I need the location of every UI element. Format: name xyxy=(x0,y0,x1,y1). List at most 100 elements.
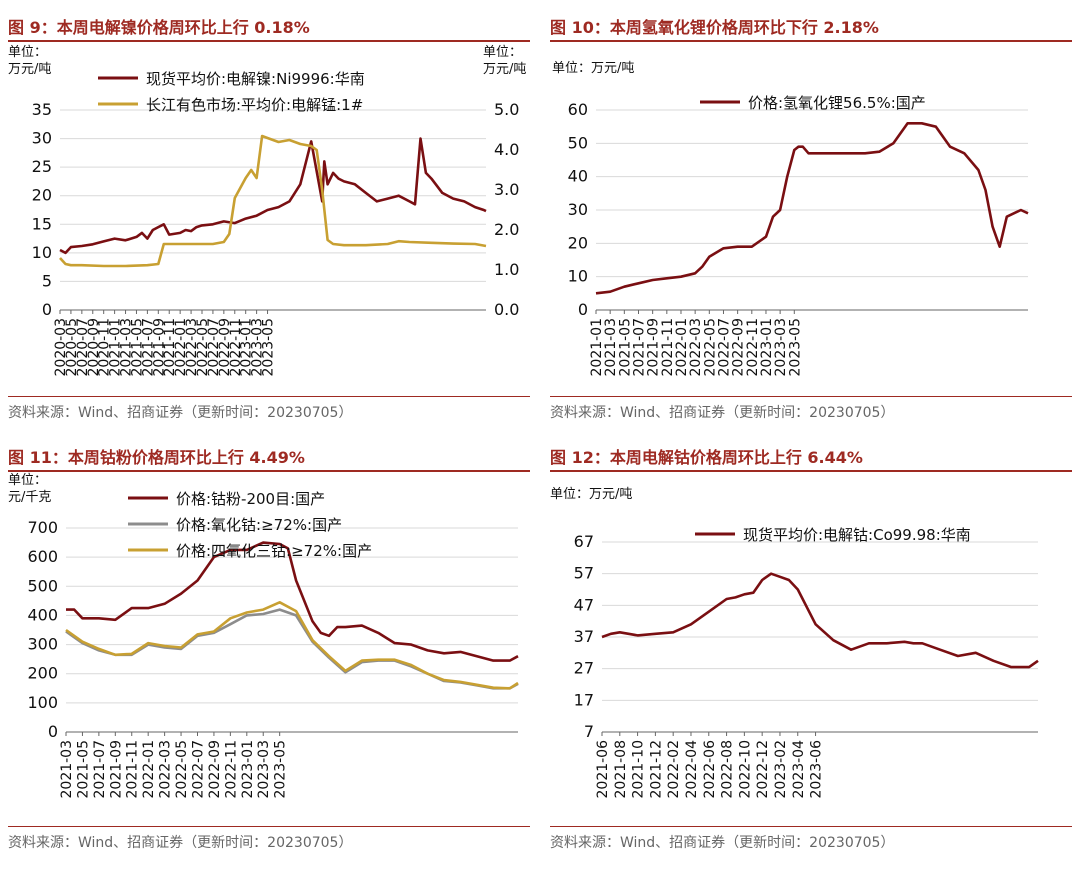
y-tick-label: 20 xyxy=(32,186,52,205)
x-tick-label: 2021-03 xyxy=(603,318,619,377)
y2-axis-label: 单位： xyxy=(483,45,522,60)
y-tick-label: 17 xyxy=(574,690,594,709)
x-tick-label: 2022-09 xyxy=(207,740,223,799)
x-tick-label: 2023-06 xyxy=(809,740,825,799)
series-line xyxy=(595,122,1029,295)
x-tick-label: 2022-01 xyxy=(141,740,157,799)
x-tick-label: 2022-05 xyxy=(174,740,190,799)
x-tick-label: 2023-01 xyxy=(759,318,775,377)
y-tick-label: 10 xyxy=(32,243,52,262)
legend-label: 价格:氢氧化锂56.5%:国产 xyxy=(748,94,926,112)
x-tick-label: 2022-05 xyxy=(702,318,718,377)
x-tick-label: 2023-05 xyxy=(787,318,803,377)
x-tick-label: 2023-03 xyxy=(256,740,272,799)
series-line xyxy=(601,572,1039,669)
x-tick-label: 2022-11 xyxy=(745,318,761,377)
source-divider xyxy=(8,826,530,827)
y-tick-label: 67 xyxy=(574,532,594,551)
series-line xyxy=(65,608,519,690)
x-tick-label: 2020-05 xyxy=(64,318,80,377)
x-tick-label: 2022-07 xyxy=(716,318,732,377)
chart-title: 图 10：本周氢氧化锂价格周环比下行 2.18% xyxy=(550,18,879,37)
source-note: 资料来源：Wind、招商证券（更新时间：20230705） xyxy=(8,405,353,421)
y-tick-label: 40 xyxy=(568,167,588,186)
y-tick-label: 30 xyxy=(32,129,52,148)
x-tick-label: 2020-07 xyxy=(75,318,91,377)
y-tick-label: 200 xyxy=(27,664,58,683)
title-divider xyxy=(550,40,1072,42)
series-line xyxy=(59,137,487,255)
x-tick-label: 2020-09 xyxy=(86,318,102,377)
x-tick-label: 2021-11 xyxy=(162,318,178,377)
y-tick-label: 30 xyxy=(568,200,588,219)
x-tick-label: 2021-11 xyxy=(660,318,676,377)
legend-label: 价格:氧化钴:≥72%:国产 xyxy=(176,516,342,534)
x-tick-label: 2023-03 xyxy=(773,318,789,377)
y-axis-label: 元/千克 xyxy=(8,490,51,505)
y-tick-label: 60 xyxy=(568,100,588,119)
legend-label: 价格:钴粉-200目:国产 xyxy=(176,490,325,508)
x-tick-label: 2021-03 xyxy=(119,318,135,377)
y-tick-label: 50 xyxy=(568,133,588,152)
x-tick-label: 2022-07 xyxy=(190,740,206,799)
y-tick-label: 25 xyxy=(32,157,52,176)
x-tick-label: 2020-03 xyxy=(53,318,69,377)
x-tick-label: 2023-04 xyxy=(791,740,807,799)
x-tick-label: 2022-03 xyxy=(158,740,174,799)
y2-tick-label: 3.0 xyxy=(494,180,519,199)
x-tick-label: 2022-03 xyxy=(688,318,704,377)
source-note: 资料来源：Wind、招商证券（更新时间：20230705） xyxy=(8,835,353,851)
y-tick-label: 15 xyxy=(32,214,52,233)
y-axis-label: 单位： xyxy=(8,45,47,60)
legend-label: 现货平均价:电解镍:Ni9996:华南 xyxy=(146,70,365,88)
x-tick-label: 2022-09 xyxy=(731,318,747,377)
x-tick-label: 2021-11 xyxy=(125,740,141,799)
chart-panel-cobalt-powder: 图 11：本周钴粉价格周环比上行 4.49% 单位： 元/千克 0 100 200 300… xyxy=(8,440,530,851)
legend-label: 长江有色市场:平均价:电解锰:1# xyxy=(146,96,363,114)
y-tick-label: 400 xyxy=(27,605,58,624)
x-tick-label: 2022-05 xyxy=(195,318,211,377)
series-line xyxy=(59,134,487,268)
x-tick-label: 2023-03 xyxy=(250,318,266,377)
x-tick-label: 2021-10 xyxy=(631,740,647,799)
x-tick-label: 2021-07 xyxy=(140,318,156,377)
chart-panel-lithium-hydroxide: 图 10：本周氢氧化锂价格周环比下行 2.18% 单位：万元/吨 0 10 20 30 4… xyxy=(550,10,1072,421)
y-tick-label: 5 xyxy=(42,271,52,290)
y-axis-label: 单位：万元/吨 xyxy=(552,61,634,76)
x-tick-label: 2022-01 xyxy=(674,318,690,377)
x-tick-label: 2021-07 xyxy=(92,740,108,799)
x-tick-label: 2023-01 xyxy=(240,740,256,799)
y2-tick-label: 4.0 xyxy=(494,140,519,159)
y-tick-label: 57 xyxy=(574,564,594,583)
series-line xyxy=(66,541,519,662)
x-tick-label: 2023-05 xyxy=(273,740,289,799)
legend-label: 价格:四氧化三钴:≥72%:国产 xyxy=(176,542,372,560)
x-tick-label: 2023-01 xyxy=(239,318,255,377)
x-tick-label: 2022-04 xyxy=(684,740,700,799)
chart-panel-nickel: 图 9：本周电解镍价格周环比上行 0.18% 单位： 万元/吨 单位： 万元/吨 0 5 1… xyxy=(8,10,530,421)
x-tick-label: 2021-01 xyxy=(589,318,605,377)
y-tick-label: 37 xyxy=(574,627,594,646)
x-tick-label: 2021-12 xyxy=(648,740,664,799)
x-tick-label: 2021-03 xyxy=(59,740,75,799)
y-tick-label: 300 xyxy=(27,635,58,654)
x-tick-label: 2022-06 xyxy=(702,740,718,799)
title-divider xyxy=(550,470,1072,472)
y-tick-label: 20 xyxy=(568,233,588,252)
x-tick-label: 2021-09 xyxy=(646,318,662,377)
source-divider xyxy=(8,396,530,397)
x-tick-label: 2022-10 xyxy=(737,740,753,799)
y-tick-label: 600 xyxy=(27,547,58,566)
y-tick-label: 0 xyxy=(578,300,588,319)
x-tick-label: 2022-11 xyxy=(223,740,239,799)
source-divider xyxy=(550,826,1072,827)
x-tick-label: 2021-01 xyxy=(108,318,124,377)
x-tick-label: 2023-05 xyxy=(261,318,277,377)
source-note: 资料来源：Wind、招商证券（更新时间：20230705） xyxy=(550,405,895,421)
y-axis-label: 单位：万元/吨 xyxy=(550,487,632,502)
x-tick-label: 2022-08 xyxy=(720,740,736,799)
x-tick-label: 2021-07 xyxy=(631,318,647,377)
y-tick-label: 0 xyxy=(48,722,58,741)
x-tick-label: 2021-09 xyxy=(108,740,124,799)
